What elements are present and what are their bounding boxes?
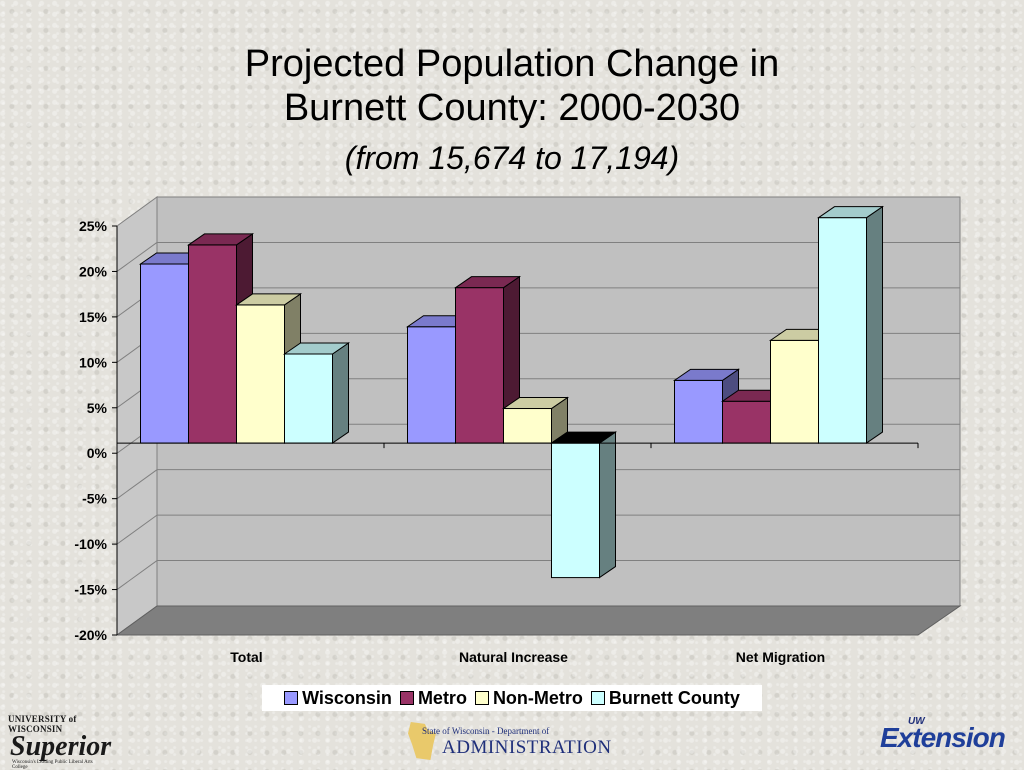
logo-mid-small: State of Wisconsin - Department of [422,726,550,736]
bar-wisconsin [674,379,723,444]
bar-burnett-county [551,442,600,579]
legend-swatch [399,691,414,705]
logo-right-small: UW [908,716,925,727]
legend-label: Wisconsin [302,687,392,708]
legend-label: Burnett County [608,687,740,708]
legend-item: Metro [399,687,467,709]
logo-left-top: UNIVERSITY of WISCONSIN [8,714,77,734]
y-tick-label: 20% [79,263,108,279]
legend-label: Non-Metro [492,687,583,708]
gridline-side [116,560,158,590]
gridline-side [116,469,158,500]
bar-metro [455,287,504,444]
legend-label: Metro [417,687,467,708]
bar-metro [722,400,771,444]
x-category-label: Total [230,649,262,665]
x-category-label: Net Migration [736,649,825,665]
bar-burnett-county [284,353,333,444]
bar-wisconsin [140,263,189,444]
bar-side [599,431,616,579]
legend-swatch [474,691,489,705]
y-tick-label: -5% [82,491,107,507]
bar-wisconsin [407,326,456,444]
doa-logo: State of Wisconsin - Department of ADMIN… [408,722,611,762]
bar-top [234,293,303,306]
chart-subtitle: (from 15,674 to 17,194) [344,140,680,176]
bar-non-metro [770,339,819,444]
logo-mid-big: ADMINISTRATION [442,737,612,758]
logo-right-big: Extension [880,722,1006,753]
y-tick-label: 15% [79,309,108,325]
bar-top [501,397,570,410]
bar-metro [188,244,237,444]
legend-item: Wisconsin [284,688,392,709]
chart-legend: Wisconsin Metro Non-Metro Burnett County [262,685,762,711]
y-tick-label: 0% [87,445,108,461]
y-tick-label: -20% [74,627,107,643]
y-tick-label: 25% [79,218,108,234]
bar-chart: 25% 20% 15% 10% 5% 0% -5% -10% -15% -20% Total Natu… [74,196,962,665]
floor [115,605,962,636]
bar-top [186,233,255,246]
logo-left-script: Superior [10,731,112,762]
y-tick-label: -10% [74,536,107,552]
bar-top [672,368,741,381]
legend-swatch [590,691,605,705]
uw-extension-logo: Extension UW [880,716,1012,762]
bar-top [453,276,522,289]
bar-top [816,206,885,219]
y-tick-label: 10% [79,354,108,370]
y-tick-label: 5% [87,400,108,416]
title-line-2: Burnett County: 2000-2030 [283,87,741,129]
chart-title: Projected Population Change in Burnett C… [0,42,1024,130]
bar-side [866,205,883,445]
uw-superior-logo: UNIVERSITY of WISCONSIN Superior Wiscons… [8,714,112,770]
legend-swatch [284,691,299,705]
y-tick-label: -15% [74,582,107,598]
legend-item: Non-Metro [474,687,583,709]
gridline-side [116,514,158,545]
bar-non-metro [503,408,552,444]
gridline-side [116,242,158,272]
bar-non-metro [236,304,285,444]
title-line-1: Projected Population Change in [244,43,780,85]
bar-side [332,342,349,445]
bar-burnett-county [818,217,867,444]
legend-item: Burnett County [590,687,740,709]
x-category-label: Natural Increase [459,649,568,665]
bar-top [282,342,351,355]
logo-left-tag: Wisconsin's Leading Public Liberal Arts … [12,760,93,770]
